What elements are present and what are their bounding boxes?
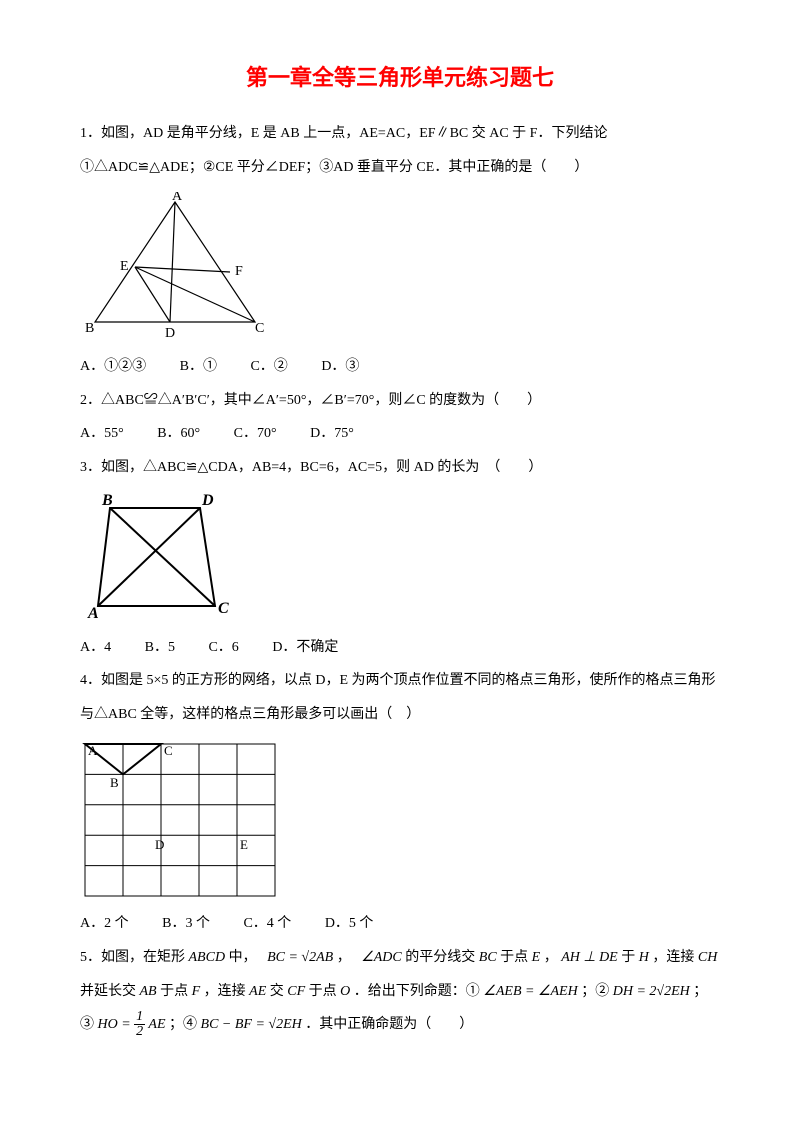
label-A3: A — [87, 605, 99, 622]
q2-optB: B．60° — [157, 417, 200, 451]
q5-t7: ，连接 — [652, 950, 694, 965]
q3-optA: A．4 — [80, 631, 111, 665]
label-E: E — [120, 259, 129, 274]
q5-t6: 于 — [621, 950, 635, 965]
q4-optA: A．2 个 — [80, 907, 129, 941]
q5-prefix: 5．如图，在矩形 — [80, 950, 185, 965]
label-D: D — [165, 326, 175, 341]
q5-t13: ．给出下列命题：① — [354, 984, 480, 999]
q1-optD: D．③ — [321, 350, 359, 384]
q1-optA: A．①②③ — [80, 350, 146, 384]
label-B4: B — [110, 775, 119, 790]
q5-e: E — [532, 950, 541, 965]
chapter-title: 第一章全等三角形单元练习题七 — [80, 60, 720, 92]
q5-bc: BC — [479, 950, 497, 965]
q3-figure: A B C D — [80, 493, 720, 623]
q1-figure: A B C D E F — [80, 192, 720, 342]
q5-ab: AB — [140, 984, 157, 999]
q3-optB: B．5 — [145, 631, 175, 665]
q4-optB: B．3 个 — [162, 907, 210, 941]
q2-text: 2．△ABC≌△A′B′C′，其中∠A′=50°，∠B′=70°，则∠C 的度数… — [80, 384, 720, 418]
label-C3: C — [218, 600, 229, 617]
q5-t3: 的平分线交 — [405, 950, 475, 965]
q4-options: A．2 个 B．3 个 C．4 个 D．5 个 — [80, 907, 720, 941]
label-C4: C — [164, 743, 173, 758]
label-D4: D — [155, 837, 164, 852]
q5-t16: ；④ — [169, 1017, 197, 1032]
q5-t5: ， — [544, 950, 558, 965]
q1-options: A．①②③ B．① C．② D．③ — [80, 350, 720, 384]
q2-optA: A．55° — [80, 417, 124, 451]
q5-t17: ．其中正确命题为（ ） — [305, 1017, 473, 1032]
q3-optD: D．不确定 — [272, 631, 338, 665]
q2-optD: D．75° — [310, 417, 354, 451]
q5-t10: ，连接 — [204, 984, 246, 999]
q4-optD: D．5 个 — [325, 907, 374, 941]
q5-ae: AE — [249, 984, 266, 999]
q3-optC: C．6 — [208, 631, 238, 665]
q3-options: A．4 B．5 C．6 D．不确定 — [80, 631, 720, 665]
label-A: A — [172, 192, 183, 204]
q5-c4: BC − BF = √2EH — [201, 1017, 302, 1032]
q5-t2: ， — [337, 950, 344, 965]
q5-h: H — [639, 950, 649, 965]
label-D3: D — [201, 493, 214, 509]
q5-t8: 并延长交 — [80, 984, 136, 999]
q5-c3: HO = 12 AE — [98, 1017, 166, 1032]
q5-t14: ；② — [581, 984, 609, 999]
q4-text: 4．如图是 5×5 的正方形的网络，以点 D，E 为两个顶点作位置不同的格点三角… — [80, 664, 720, 731]
q4-optC: C．4 个 — [243, 907, 291, 941]
q2-optC: C．70° — [234, 417, 277, 451]
q1-text: 1．如图，AD 是角平分线，E 是 AB 上一点，AE=AC，EF∥BC 交 A… — [80, 117, 720, 184]
q5-t9: 于点 — [160, 984, 188, 999]
q5-ch: CH — [698, 950, 717, 965]
label-B3: B — [101, 493, 113, 509]
q5-f: F — [192, 984, 201, 999]
q5-t1: 中， — [229, 950, 250, 965]
q5-c2: DH = 2√2EH — [613, 984, 690, 999]
q3-text: 3．如图，△ABC≌△CDA，AB=4，BC=6，AC=5，则 AD 的长为 （… — [80, 451, 720, 485]
q5-cf: CF — [287, 984, 305, 999]
q1-optC: C．② — [250, 350, 287, 384]
q5-o: O — [340, 984, 350, 999]
q5-t11: 交 — [270, 984, 284, 999]
q1-optB: B．① — [180, 350, 217, 384]
q4-figure: A C B D E — [80, 739, 720, 899]
label-B: B — [85, 321, 94, 336]
label-F: F — [235, 264, 243, 279]
q5-abcd: ABCD — [189, 950, 226, 965]
q5-angle: ∠ADC — [361, 950, 402, 965]
q5-eq1: BC = √2AB — [267, 950, 333, 965]
q5-ah: AH ⊥ DE — [561, 950, 618, 965]
q5-t4: 于点 — [500, 950, 528, 965]
q5-c1: ∠AEB = ∠AEH — [483, 984, 577, 999]
q5-text: 5．如图，在矩形 ABCD 中， BC = √2AB ， ∠ADC 的平分线交 … — [80, 941, 720, 1042]
q5-t12: 于点 — [309, 984, 337, 999]
label-C: C — [255, 321, 264, 336]
q2-options: A．55° B．60° C．70° D．75° — [80, 417, 720, 451]
label-E4: E — [240, 837, 248, 852]
label-A4: A — [88, 743, 98, 758]
